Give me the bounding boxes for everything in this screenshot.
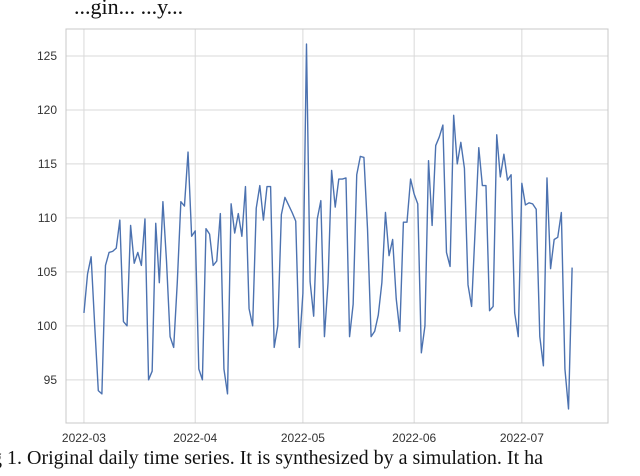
x-tick-label: 2022-05 bbox=[281, 431, 325, 445]
x-tick-label: 2022-04 bbox=[173, 431, 217, 445]
y-tick-label: 95 bbox=[44, 373, 58, 387]
y-axis-tick-labels: 95 100 105 110 115 120 125 bbox=[37, 49, 57, 387]
x-tick-label: 2022-07 bbox=[500, 431, 544, 445]
grid-lines bbox=[66, 29, 608, 423]
y-tick-label: 100 bbox=[37, 319, 57, 333]
plot-background bbox=[66, 29, 608, 423]
x-axis-tick-labels: 2022-03 2022-04 2022-05 2022-06 2022-07 bbox=[62, 431, 544, 445]
y-tick-label: 110 bbox=[38, 211, 57, 225]
plot-frame bbox=[65, 28, 609, 424]
x-tick-label: 2022-03 bbox=[62, 431, 106, 445]
header-text-fragment: ...gin... ...y... bbox=[74, 0, 184, 19]
y-tick-label: 125 bbox=[37, 49, 57, 63]
y-tick-label: 120 bbox=[37, 103, 57, 117]
figure-caption: g 1. Original daily time series. It is s… bbox=[0, 447, 544, 469]
y-tick-label: 105 bbox=[37, 265, 57, 279]
series-line bbox=[83, 43, 573, 410]
x-tick-label: 2022-06 bbox=[392, 431, 436, 445]
y-tick-label: 115 bbox=[38, 157, 57, 171]
